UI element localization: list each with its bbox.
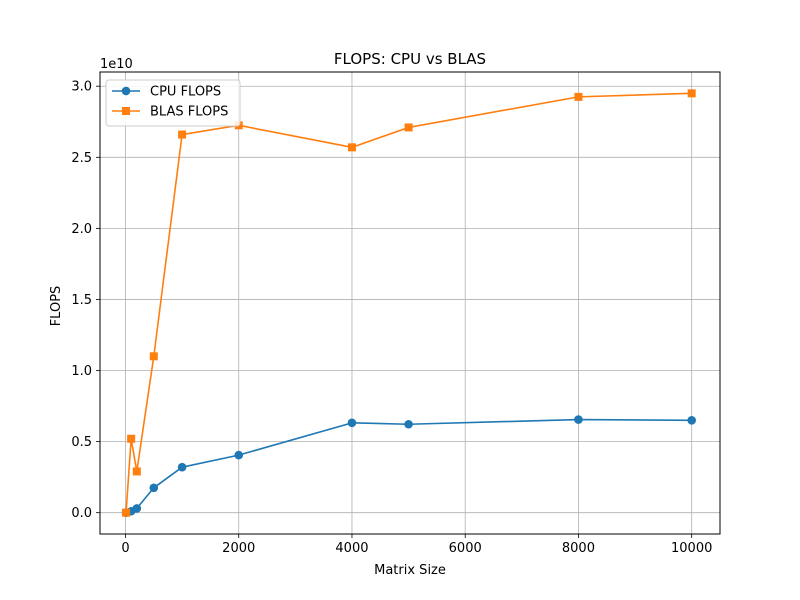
data-point-blas-flops: [574, 92, 583, 101]
data-point-blas-flops: [687, 89, 696, 98]
data-point-blas-flops: [127, 434, 136, 443]
x-tick-label: 2000: [222, 541, 255, 556]
data-point-blas-flops: [178, 130, 187, 139]
data-point-cpu-flops: [234, 450, 244, 460]
legend-label-cpu: CPU FLOPS: [150, 85, 221, 100]
y-tick-label: 3.0: [71, 80, 92, 95]
data-point-cpu-flops: [177, 462, 187, 472]
y-tick-label: 0.0: [71, 506, 92, 521]
data-point-cpu-flops: [687, 415, 696, 425]
series-line-blas-flops: [125, 92, 692, 513]
x-tick-label: 0: [121, 541, 129, 556]
data-point-blas-flops: [404, 123, 413, 132]
y-axis-label: FLOPS: [49, 286, 64, 327]
x-tick-label: 6000: [449, 541, 482, 556]
data-point-cpu-flops: [132, 504, 142, 513]
data-point-cpu-flops: [149, 483, 159, 493]
legend-marker-blas: [122, 107, 130, 115]
y-tick-label: 2.0: [71, 222, 92, 237]
legend: CPU FLOPS BLAS FLOPS: [105, 79, 241, 127]
y-tick-label: 1.5: [71, 293, 92, 308]
x-tick-label: 8000: [562, 541, 595, 556]
y-tick-label: 1.0: [71, 364, 92, 379]
data-point-blas-flops: [132, 467, 141, 476]
data-point-cpu-flops: [347, 418, 357, 428]
series-layer: [121, 89, 696, 517]
chart-title: FLOPS: CPU vs BLAS: [334, 50, 486, 68]
axis-ticks: 0 2000 4000 6000 8000 10000 0.0 0.5 1.0 1.5 2.0 2.5…: [71, 80, 712, 556]
data-point-cpu-flops: [404, 419, 413, 429]
x-axis-label: Matrix Size: [374, 563, 446, 578]
x-tick-label: 4000: [335, 541, 368, 556]
data-point-cpu-flops: [574, 415, 583, 424]
data-point-blas-flops: [347, 143, 356, 152]
plot-frame: [99, 71, 721, 535]
y-tick-label: 0.5: [71, 435, 92, 450]
x-tick-label: 10000: [671, 541, 712, 556]
legend-label-blas: BLAS FLOPS: [150, 105, 228, 120]
data-point-blas-flops: [122, 508, 131, 517]
data-point-blas-flops: [149, 352, 158, 361]
y-tick-label: 2.5: [71, 151, 92, 166]
y-offset-label: 1e10: [100, 57, 133, 72]
legend-marker-cpu: [121, 86, 131, 96]
